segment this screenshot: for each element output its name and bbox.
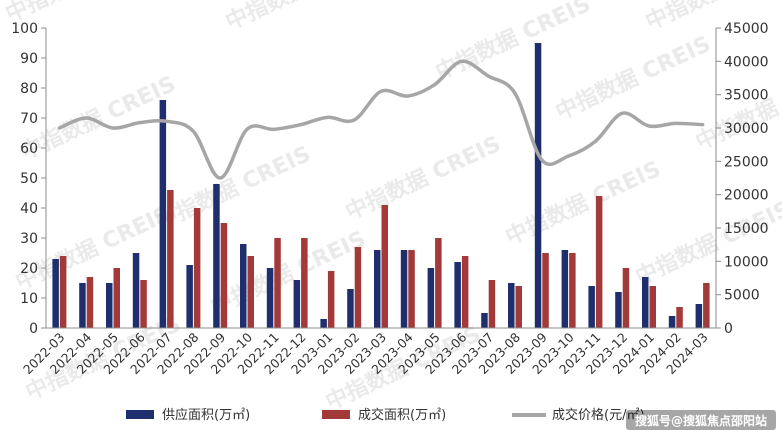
- legend-swatch: [126, 410, 154, 419]
- supply-bar: [481, 313, 488, 328]
- supply-bar: [132, 253, 140, 328]
- transaction-bar: [354, 247, 362, 328]
- right-tick-label: 0: [724, 321, 733, 337]
- transaction-bar: [622, 268, 630, 328]
- right-axis: 0 5000 10000 15000 20000 25000 30000 35000 40000…: [715, 21, 769, 337]
- transaction-bar: [86, 277, 94, 328]
- transaction-bar: [274, 238, 281, 328]
- supply-bar: [615, 292, 622, 328]
- supply-bar: [400, 250, 408, 328]
- supply-bar: [240, 244, 247, 328]
- left-tick-label: 0: [29, 321, 38, 337]
- credit-overlay: 搜狐号@搜狐焦点邵阳站: [626, 410, 776, 430]
- transaction-bar: [703, 283, 710, 328]
- left-tick-label: 60: [20, 141, 38, 157]
- left-tick-label: 80: [20, 81, 38, 97]
- supply-bar: [642, 277, 649, 328]
- transaction-bar: [381, 205, 388, 328]
- supply-bar: [186, 265, 193, 328]
- legend-item-1: 供应面积(万㎡): [126, 407, 250, 423]
- transaction-bar: [461, 256, 469, 328]
- supply-bar: [508, 283, 515, 328]
- transaction-bar: [649, 286, 656, 328]
- watermark-text: 中指数据 CREIS: [342, 131, 505, 225]
- supply-bar: [106, 283, 113, 328]
- transaction-bar: [220, 223, 228, 328]
- transaction-bar: [140, 280, 147, 328]
- bars: [52, 43, 710, 328]
- transaction-bar: [247, 256, 254, 328]
- transaction-bar: [113, 268, 120, 328]
- supply-bar: [561, 250, 569, 328]
- left-tick-label: 50: [20, 171, 38, 187]
- transaction-bar: [676, 307, 683, 328]
- supply-bar: [213, 184, 220, 328]
- left-axis: 0 10 20 30 40 50 60 70 80 90 100: [11, 21, 47, 337]
- left-tick-label: 20: [20, 261, 38, 277]
- left-tick-label: 70: [20, 111, 38, 127]
- supply-bar: [534, 43, 542, 328]
- legend-item-3: 成交价格(元/㎡): [512, 407, 645, 423]
- right-tick-label: 30000: [724, 121, 769, 137]
- right-tick-label: 45000: [724, 21, 769, 37]
- watermark-text: 中指数据 CREIS: [502, 156, 665, 250]
- left-tick-label: 40: [20, 201, 38, 217]
- right-tick-label: 40000: [724, 54, 769, 70]
- supply-bar: [159, 100, 167, 328]
- right-tick-label: 25000: [724, 154, 769, 170]
- transaction-bar: [167, 190, 174, 328]
- legend-label: 成交价格(元/㎡): [552, 407, 645, 423]
- supply-bar: [79, 283, 86, 328]
- credit-text: 搜狐号@搜狐焦点邵阳站: [635, 413, 767, 428]
- legend-item-2: 成交面积(万㎡): [322, 407, 446, 423]
- right-tick-label: 10000: [724, 254, 769, 270]
- transaction-bar: [59, 256, 67, 328]
- left-tick-label: 30: [20, 231, 38, 247]
- supply-bar: [454, 262, 461, 328]
- right-tick-label: 20000: [724, 188, 769, 204]
- transaction-bar: [515, 286, 522, 328]
- legend: 供应面积(万㎡) 成交面积(万㎡) 成交价格(元/㎡): [126, 407, 645, 423]
- transaction-bar: [542, 253, 549, 328]
- right-tick-label: 5000: [724, 288, 760, 304]
- transaction-bar: [569, 253, 576, 328]
- legend-label: 成交面积(万㎡): [358, 407, 446, 423]
- supply-bar: [588, 286, 595, 328]
- supply-bar: [320, 319, 327, 328]
- transaction-bar: [435, 238, 442, 328]
- supply-bar: [427, 268, 435, 328]
- transaction-bar: [488, 280, 496, 328]
- supply-bar: [695, 304, 703, 328]
- left-tick-label: 10: [20, 291, 38, 307]
- transaction-bar: [193, 208, 201, 328]
- supply-bar: [52, 259, 59, 328]
- credit-background: [626, 410, 776, 430]
- watermark-text: 中指数据 CREIS: [207, 226, 370, 320]
- left-tick-label: 90: [20, 51, 38, 67]
- right-tick-label: 35000: [724, 88, 769, 104]
- right-tick-label: 15000: [724, 221, 769, 237]
- watermark-text: 中指数据 CREIS: [552, 31, 715, 125]
- watermark-text: 中指数据 CREIS: [222, 0, 385, 35]
- watermark-text: 中指数据 CREIS: [432, 0, 595, 85]
- transaction-bar: [595, 196, 603, 328]
- watermark-text: 中指数据 CREIS: [632, 196, 782, 290]
- transaction-bar: [408, 250, 415, 328]
- price-series-line: [57, 59, 705, 180]
- transaction-bar: [301, 238, 308, 328]
- watermark-text: 中指数据 CREIS: [692, 61, 782, 155]
- supply-bar: [374, 250, 381, 328]
- supply-bar: [347, 289, 354, 328]
- transaction-bar: [327, 271, 335, 328]
- price-line: [57, 59, 705, 180]
- supply-bar: [293, 280, 301, 328]
- supply-bar: [266, 268, 274, 328]
- legend-swatch: [322, 410, 350, 419]
- left-tick-label: 100: [11, 21, 38, 37]
- supply-bar: [668, 316, 676, 328]
- legend-label: 供应面积(万㎡): [162, 407, 250, 423]
